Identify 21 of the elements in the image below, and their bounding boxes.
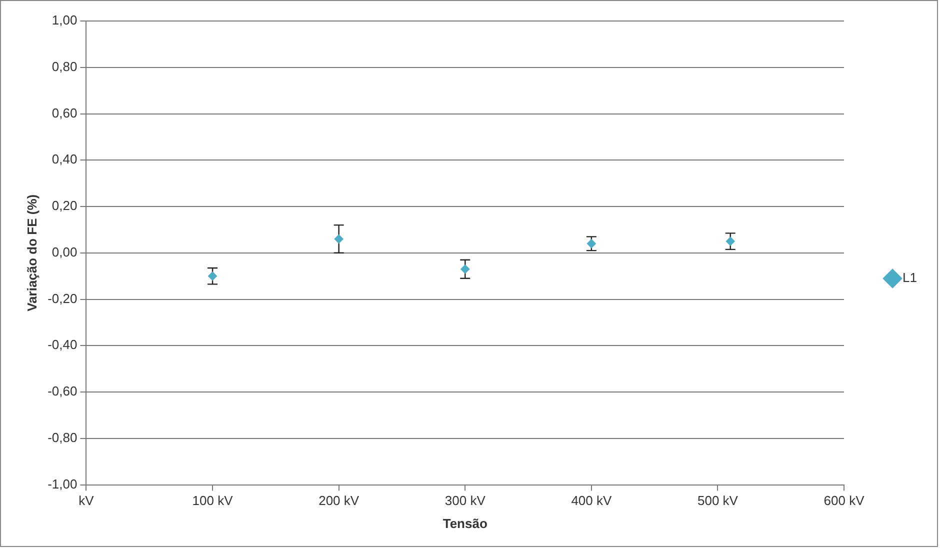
x-tick-label: 600 kV	[824, 493, 865, 508]
x-tick-label: kV	[78, 493, 94, 508]
y-tick-label: -0,60	[48, 384, 78, 399]
y-tick-label: -1,00	[48, 476, 78, 492]
y-tick-label: 0,40	[52, 152, 78, 167]
x-tick-label: 200 kV	[318, 493, 360, 508]
y-tick-label: 1,00	[52, 12, 78, 28]
y-tick-label: 0,20	[52, 198, 78, 214]
y-tick-label: 0,60	[52, 105, 78, 120]
y-tick-label: -0,40	[48, 337, 78, 352]
x-tick-label: 500 kV	[697, 493, 738, 508]
x-tick-label: 400 kV	[571, 493, 612, 508]
x-axis-title: Tensão	[442, 516, 488, 531]
legend-label: L1	[902, 270, 918, 286]
y-axis-title: Variação do FE (%)	[24, 194, 40, 312]
y-tick-label: 0,00	[52, 244, 78, 260]
x-tick-label: 100 kV	[192, 493, 234, 508]
x-tick-label: 300 kV	[444, 493, 486, 508]
y-tick-label: -0,20	[48, 290, 78, 306]
y-tick-label: -0,80	[48, 430, 78, 445]
y-tick-label: 0,80	[52, 58, 78, 74]
